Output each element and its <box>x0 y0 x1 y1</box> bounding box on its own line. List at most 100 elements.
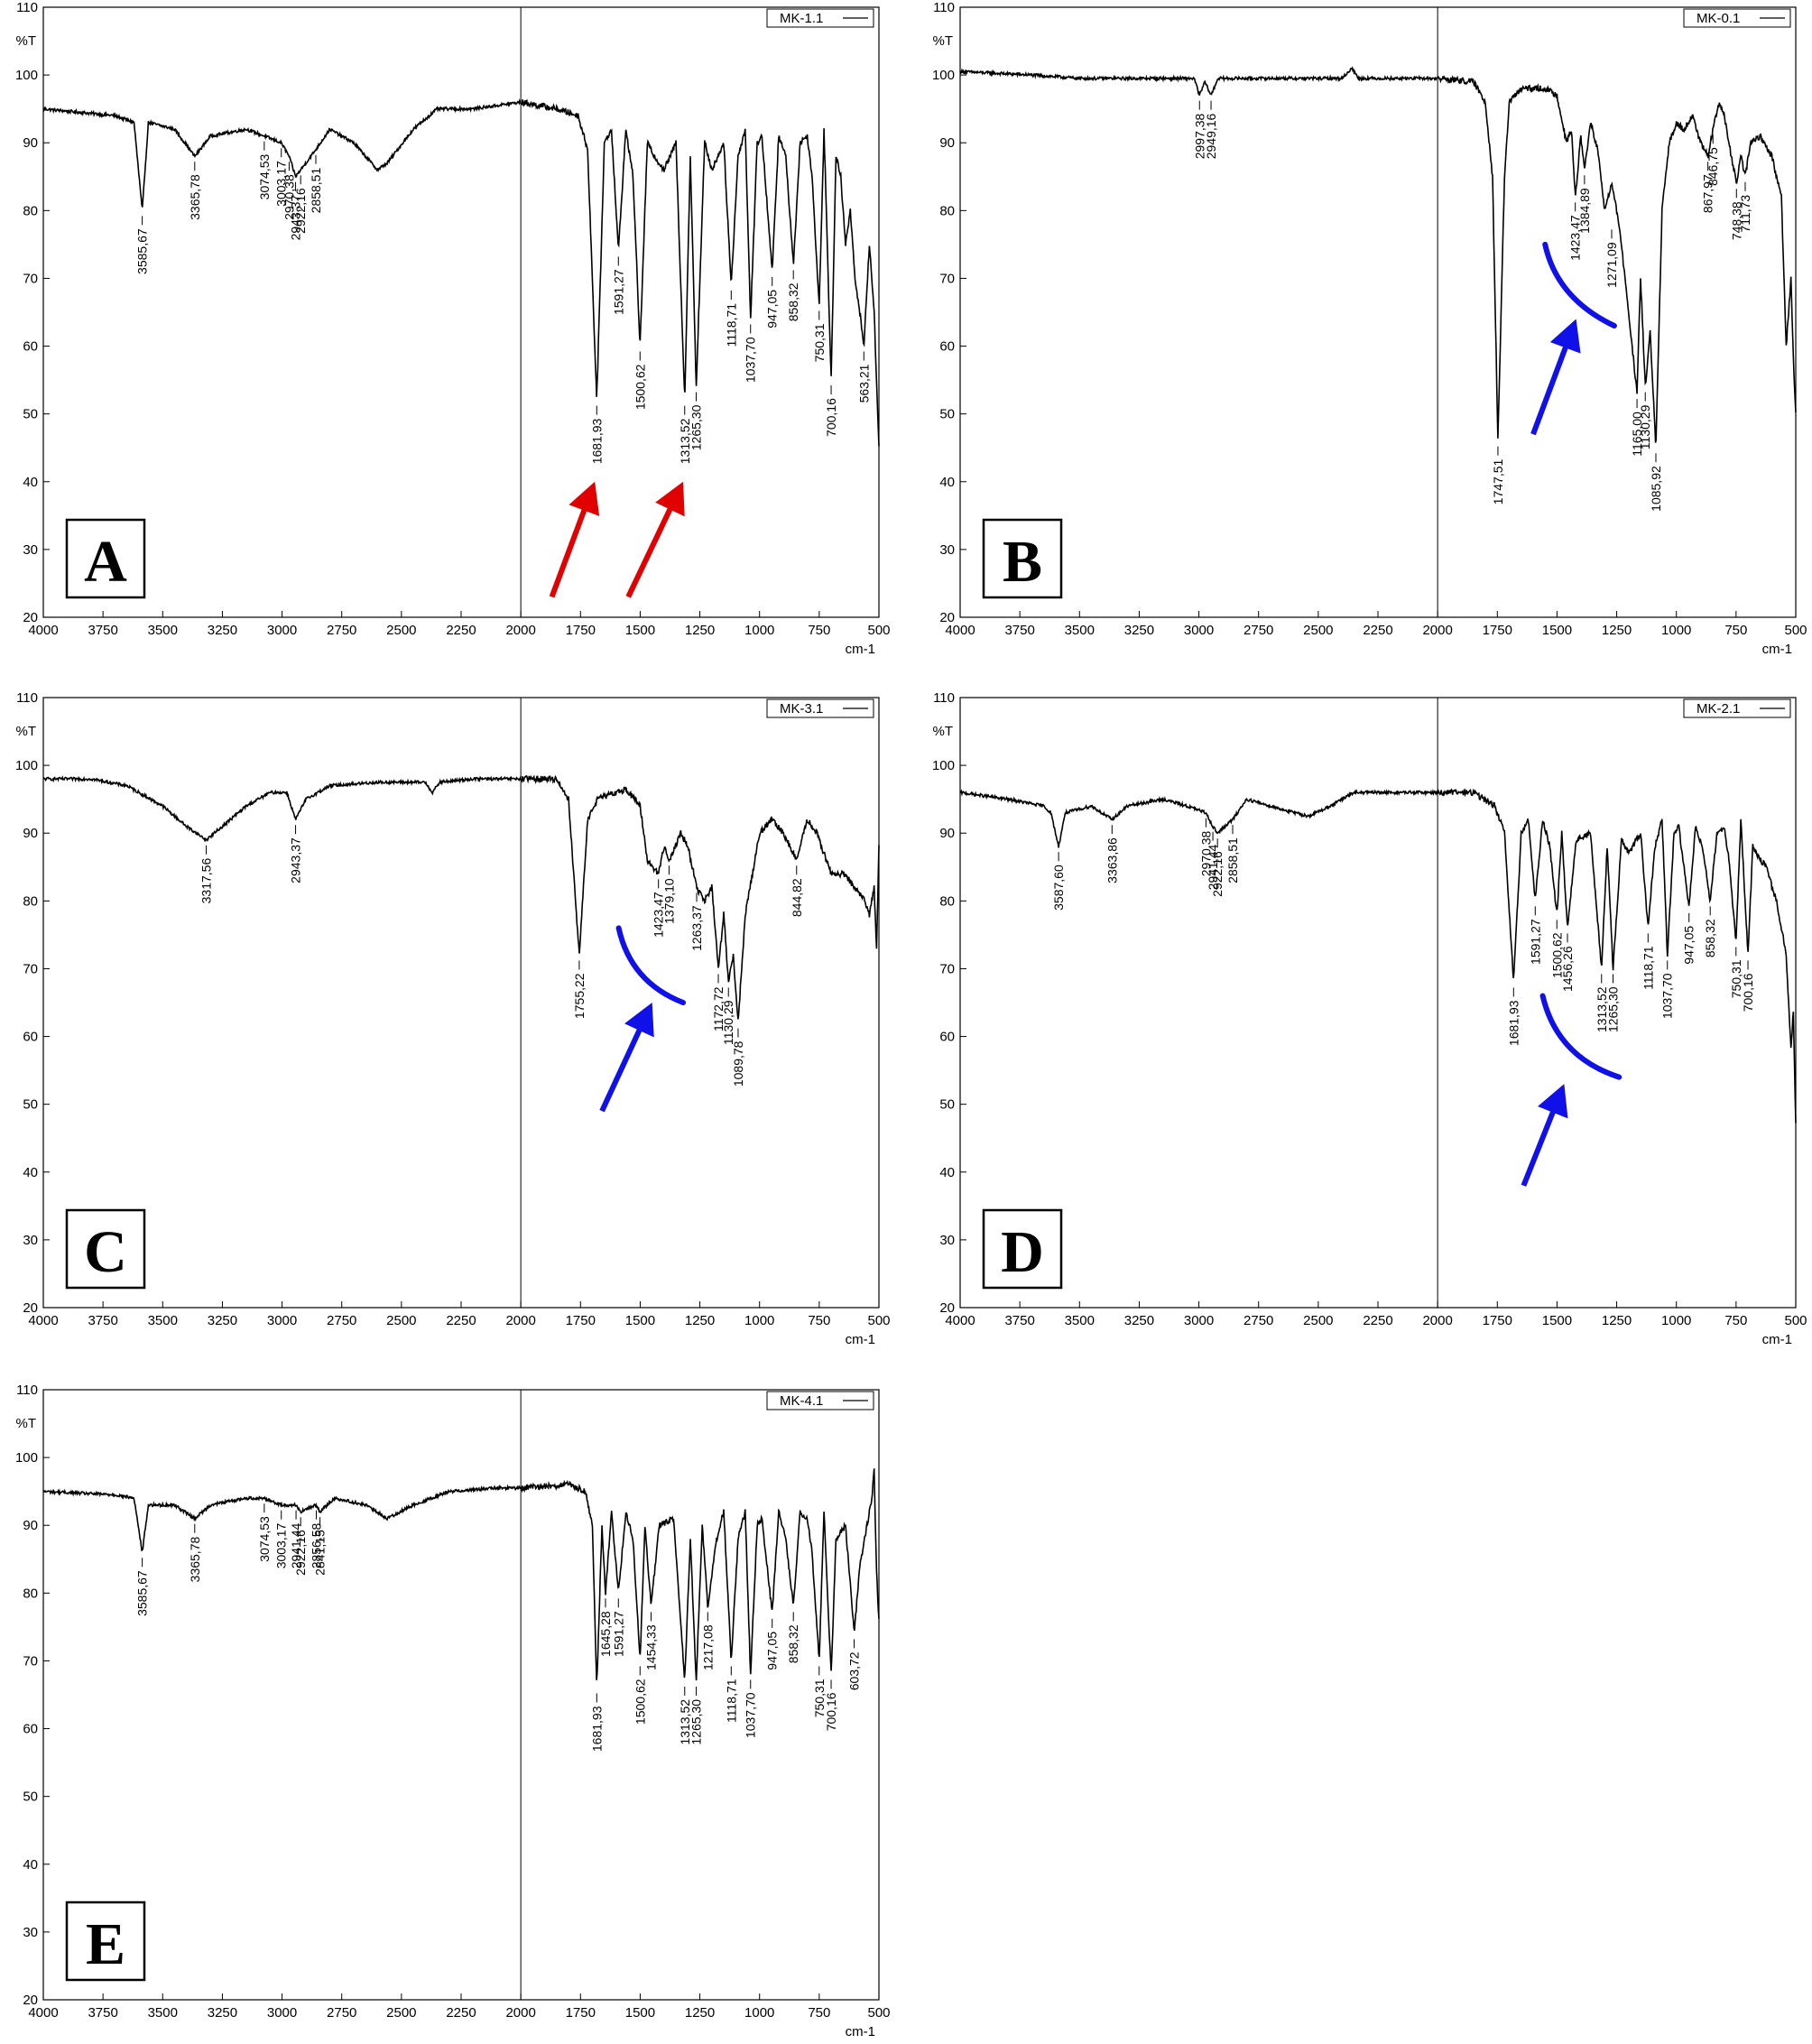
y-tick-label: 60 <box>939 339 955 355</box>
panel-D: 20 30 40 50 60 70 80 90 100 110 %T 4000 3750 3500 3250… <box>932 690 1807 1347</box>
peak-label: 603,72 <box>847 1651 862 1690</box>
peak-label: 2941,44 <box>289 1522 303 1568</box>
peak-label: 858,32 <box>1703 919 1717 957</box>
annotation-curve <box>1539 993 1622 1080</box>
annotation-arrow-head <box>1538 1084 1568 1119</box>
y-tick-label: 110 <box>16 690 38 706</box>
x-tick-label: 1750 <box>566 1313 596 1328</box>
peak-label: 1681,93 <box>589 1706 604 1752</box>
annotation-arrow-shaft <box>1521 1105 1558 1187</box>
y-tick-label: 20 <box>23 1993 38 2008</box>
peak-label: 1037,70 <box>744 1692 758 1738</box>
peak-label: 867,97 <box>1701 174 1715 213</box>
y-tick-label: 40 <box>23 475 38 490</box>
peak-label: 1591,27 <box>611 1611 625 1657</box>
plot-frame <box>959 6 1797 618</box>
y-tick-label: 50 <box>23 1790 38 1805</box>
x-tick-label: 2750 <box>327 1313 356 1328</box>
legend-label: MK-0.1 <box>1696 11 1740 26</box>
peak-label: 2970,38 <box>1198 830 1213 876</box>
x-tick-label: 2500 <box>1303 623 1333 638</box>
x-tick-label: 750 <box>1724 1313 1747 1328</box>
y-tick-label: 90 <box>23 826 38 841</box>
y-tick-label: 110 <box>933 690 955 706</box>
panel-label-box <box>982 1208 1063 1290</box>
peak-label: 1500,62 <box>1549 932 1564 978</box>
annotation-arrow-head <box>655 481 685 517</box>
x-tick-label: 3250 <box>1124 623 1154 638</box>
peak-label: 1172,72 <box>711 986 726 1031</box>
peak-label: 3317,56 <box>199 858 214 904</box>
plot-frame <box>42 697 880 1309</box>
peak-label: 750,31 <box>812 323 827 362</box>
x-tick-label: 2750 <box>327 623 356 638</box>
x-tick-label: 2750 <box>1243 1313 1273 1328</box>
peak-label: 700,16 <box>824 398 838 437</box>
x-unit-label: cm-1 <box>846 1332 875 1347</box>
x-tick-label: 1250 <box>1602 1313 1632 1328</box>
y-unit-label: %T <box>16 724 37 739</box>
y-tick-label: 70 <box>939 271 955 286</box>
peak-label: 1265,30 <box>1606 986 1621 1032</box>
x-tick-label: 1250 <box>685 1313 715 1328</box>
y-tick-label: 90 <box>23 1518 38 1533</box>
x-tick-label: 1500 <box>1542 1313 1572 1328</box>
peak-label: 1755,22 <box>572 973 587 1019</box>
y-tick-label: 80 <box>23 1586 38 1601</box>
peak-label: 3587,60 <box>1051 865 1066 911</box>
peak-label: 2949,16 <box>1204 113 1218 159</box>
x-tick-label: 2000 <box>1422 623 1452 638</box>
annotation-arrow-head <box>1549 319 1581 354</box>
y-tick-label: 60 <box>939 1030 955 1045</box>
peak-label: 750,31 <box>1729 959 1743 998</box>
x-tick-label: 2250 <box>446 1313 476 1328</box>
y-tick-label: 30 <box>939 1233 955 1248</box>
x-tick-label: 1000 <box>744 1313 774 1328</box>
x-tick-label: 1000 <box>744 2005 774 2021</box>
legend-box <box>1683 698 1791 718</box>
peak-label: 1313,52 <box>678 1699 692 1745</box>
peak-label: 1265,30 <box>689 404 704 450</box>
peak-label: 1118,71 <box>724 1679 738 1723</box>
legend-label: MK-4.1 <box>780 1393 823 1409</box>
peak-label: 1217,08 <box>700 1624 715 1670</box>
peak-label: 3074,53 <box>257 154 272 200</box>
x-tick-label: 2250 <box>1363 1313 1392 1328</box>
spectrum-line <box>959 788 1797 1124</box>
x-tick-label: 3500 <box>148 1313 178 1328</box>
x-tick-label: 3500 <box>148 2005 178 2021</box>
x-tick-label: 3500 <box>1065 1313 1095 1328</box>
peak-label: 2856,58 <box>310 1522 324 1568</box>
peak-label: 1130,29 <box>1638 404 1652 449</box>
peak-label: 1681,93 <box>1506 1000 1521 1046</box>
peak-label: 1645,28 <box>598 1611 613 1657</box>
y-tick-label: 40 <box>23 1165 38 1180</box>
y-tick-label: 20 <box>23 1300 38 1316</box>
y-tick-label: 50 <box>23 407 38 422</box>
spectrum-line <box>42 774 880 1020</box>
y-tick-label: 20 <box>939 1300 955 1316</box>
peak-label: 563,21 <box>856 364 871 402</box>
peak-label: 2997,38 <box>1192 113 1206 159</box>
legend-label: MK-2.1 <box>1696 701 1740 717</box>
peak-label: 750,31 <box>812 1679 827 1717</box>
x-tick-label: 4000 <box>28 1313 58 1328</box>
x-tick-label: 3750 <box>88 1313 117 1328</box>
peak-label: 947,05 <box>1682 926 1696 965</box>
annotation-arrow-shaft <box>549 504 589 598</box>
y-tick-label: 60 <box>23 339 38 355</box>
peak-label: 2943,37 <box>289 837 303 883</box>
peak-label: 3585,67 <box>135 1570 150 1616</box>
y-tick-label: 70 <box>23 1653 38 1669</box>
x-tick-label: 3000 <box>267 623 297 638</box>
y-tick-label: 90 <box>23 135 38 151</box>
y-unit-label: %T <box>16 33 37 49</box>
x-tick-label: 3000 <box>1184 623 1214 638</box>
peak-label: 1313,52 <box>678 418 692 464</box>
peak-label: 700,16 <box>1741 973 1755 1012</box>
peak-label: 1118,71 <box>1641 946 1655 990</box>
y-tick-label: 20 <box>23 610 38 625</box>
x-tick-label: 3000 <box>267 2005 297 2021</box>
x-tick-label: 2250 <box>446 623 476 638</box>
x-tick-label: 4000 <box>945 623 975 638</box>
